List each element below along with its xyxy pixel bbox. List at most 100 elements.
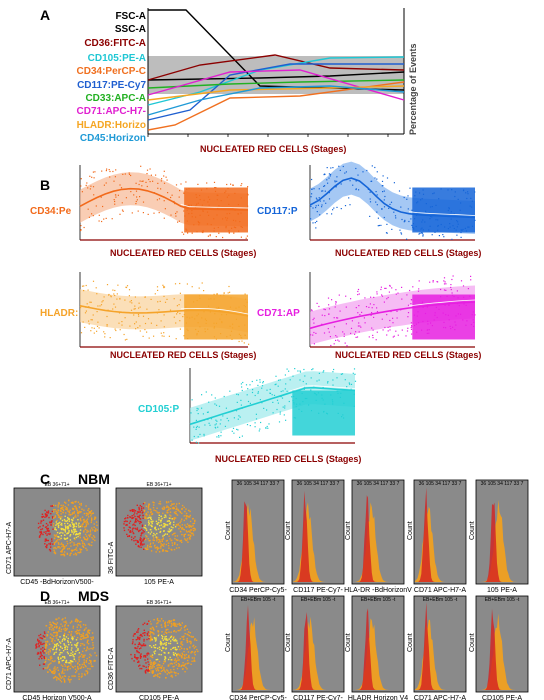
panel-b-event-dot — [146, 169, 149, 171]
scatter-event-dot — [127, 514, 129, 517]
scatter-event-dot — [71, 501, 74, 503]
scatter-event-dot — [188, 526, 190, 528]
scatter-event-dot — [44, 661, 46, 664]
scatter-event-dot — [143, 634, 146, 636]
scatter-event-dot — [188, 537, 191, 539]
histogram-x-label: CD71 APC-H7-A — [414, 587, 466, 594]
scatter-event-dot — [144, 516, 146, 518]
panel-b-event-dot — [403, 196, 405, 199]
scatter-event-dot — [80, 626, 82, 628]
scatter-event-dot — [156, 537, 158, 540]
scatter-event-dot — [134, 655, 136, 658]
panel-b-event-dot — [376, 194, 378, 196]
scatter-event-dot — [83, 637, 85, 639]
scatter-event-dot — [164, 656, 166, 658]
scatter-event-dot — [64, 657, 66, 659]
scatter-event-dot — [153, 509, 155, 511]
histogram-count-label: Count — [345, 521, 352, 540]
scatter-event-dot — [156, 674, 158, 677]
scatter-event-dot — [69, 654, 71, 657]
histogram-count-label: Count — [225, 521, 232, 540]
panel-b-event-dot — [357, 294, 359, 296]
scatter-event-dot — [80, 676, 83, 678]
scatter-event-dot — [43, 642, 45, 645]
scatter-event-dot — [168, 620, 171, 622]
scatter-event-dot — [88, 631, 90, 634]
scatter-event-dot — [58, 543, 60, 545]
scatter-event-dot — [64, 531, 67, 533]
panel-b-event-dot — [115, 169, 117, 171]
panel-b-event-dot — [316, 211, 318, 213]
panel-b-event-dot — [203, 290, 205, 292]
scatter-event-dot — [153, 502, 155, 504]
scatter-event-dot — [70, 664, 72, 666]
panel-b-event-dot — [389, 326, 391, 328]
scatter-event-dot — [148, 522, 150, 525]
scatter-event-dot — [66, 651, 69, 653]
scatter-event-dot — [86, 636, 89, 638]
scatter-event-dot — [51, 657, 53, 659]
scatter-event-dot — [148, 524, 150, 526]
scatter-event-dot — [91, 512, 94, 514]
scatter-event-dot — [58, 649, 61, 651]
scatter-event-dot — [77, 524, 80, 526]
scatter-event-dot — [140, 535, 142, 537]
scatter-event-dot — [75, 671, 77, 674]
scatter-event-dot — [65, 628, 67, 631]
scatter-event-dot — [43, 648, 46, 650]
scatter-event-dot — [173, 511, 176, 514]
scatter-event-dot — [151, 512, 154, 515]
scatter-event-dot — [61, 545, 63, 548]
panel-b-event-dot — [85, 184, 87, 186]
panel-b-event-dot — [376, 293, 378, 295]
panel-b-event-dot — [342, 331, 344, 333]
scatter-event-dot — [169, 514, 171, 516]
scatter-event-dot — [36, 646, 38, 648]
scatter-event-dot — [65, 629, 67, 632]
scatter-event-dot — [39, 535, 41, 537]
panel-b-event-dot — [196, 409, 198, 412]
scatter-event-dot — [56, 643, 59, 645]
panel-b-event-dot — [187, 232, 189, 234]
panel-b-event-dot — [146, 331, 148, 333]
scatter-event-dot — [38, 536, 41, 538]
scatter-event-dot — [80, 666, 83, 668]
scatter-event-dot — [163, 647, 165, 649]
panel-b-event-dot — [137, 210, 139, 212]
panel-b-event-dot — [154, 293, 156, 295]
panel-b-event-dot — [113, 199, 115, 201]
panel-b-event-dot — [179, 292, 181, 294]
scatter-event-dot — [144, 670, 147, 672]
scatter-event-dot — [55, 535, 57, 537]
scatter-event-dot — [194, 519, 196, 522]
scatter-event-dot — [195, 639, 198, 641]
scatter-event-dot — [140, 540, 142, 542]
scatter-event-dot — [185, 530, 188, 532]
scatter-event-dot — [160, 515, 162, 517]
panel-b-event-dot — [207, 235, 209, 237]
scatter-event-dot — [79, 519, 82, 521]
scatter-event-dot — [92, 512, 94, 514]
scatter-event-dot — [148, 503, 151, 505]
scatter-event-dot — [87, 537, 89, 539]
scatter-event-dot — [183, 534, 185, 537]
scatter-event-dot — [62, 528, 64, 530]
panel-b-event-dot — [316, 220, 318, 222]
panel-b-event-dot — [403, 221, 405, 223]
scatter-event-dot — [150, 513, 153, 516]
panel-b-trend-line — [309, 177, 476, 219]
panel-b-event-dot — [106, 168, 108, 170]
scatter-event-dot — [173, 630, 175, 633]
scatter-event-dot — [84, 533, 87, 536]
scatter-event-dot — [49, 659, 51, 661]
scatter-event-dot — [156, 619, 159, 621]
panel-b-x-label: NUCLEATED RED CELLS (Stages) — [335, 350, 481, 360]
panel-b-event-dot — [378, 224, 380, 227]
scatter-event-dot — [154, 640, 157, 642]
panel-b-event-dot — [116, 293, 118, 295]
panel-b-event-dot — [376, 291, 378, 293]
panel-b-event-dot — [388, 207, 390, 209]
panel-b-event-dot — [411, 333, 413, 335]
panel-b-event-dot — [103, 296, 105, 298]
scatter-event-dot — [85, 547, 87, 550]
